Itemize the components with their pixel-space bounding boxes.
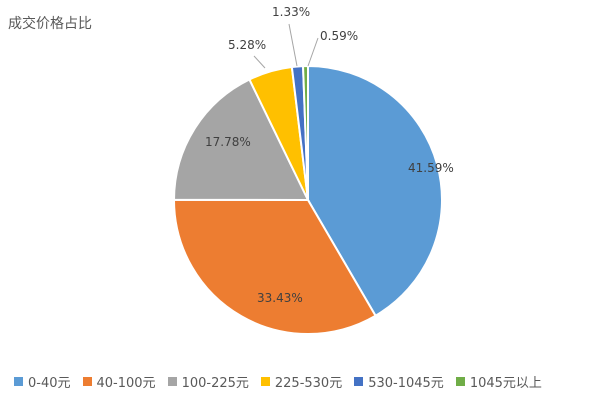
legend-item-5: 530-1045元 bbox=[354, 372, 444, 391]
legend: 0-40元 40-100元 100-225元 225-530元 530-1045元 104… bbox=[14, 372, 589, 391]
legend-item-3: 100-225元 bbox=[167, 372, 249, 391]
data-label-3: 17.78% bbox=[205, 135, 251, 149]
data-label-2: 33.43% bbox=[257, 291, 303, 305]
chart-title: 成交价格占比 bbox=[8, 16, 92, 32]
legend-item-4: 225-530元 bbox=[260, 372, 343, 391]
pie-slice-2 bbox=[172, 198, 377, 335]
pie-slice-1 bbox=[307, 64, 443, 318]
legend-item-1: 0-40元 bbox=[14, 372, 71, 391]
legend-label-5: 530-1045元 bbox=[368, 376, 444, 391]
legend-item-2: 40-100元 bbox=[82, 372, 156, 391]
leader-line-5 bbox=[288, 23, 298, 67]
data-label-1: 41.59% bbox=[408, 161, 454, 175]
legend-swatch-2 bbox=[82, 377, 92, 386]
pie-slice-3 bbox=[172, 78, 310, 202]
legend-item-6: 1045元以上 bbox=[455, 372, 542, 391]
legend-swatch-4 bbox=[260, 377, 270, 386]
legend-swatch-5 bbox=[354, 377, 364, 386]
data-label-4: 5.28% bbox=[228, 38, 266, 52]
leader-line-4 bbox=[253, 55, 266, 69]
legend-label-3: 100-225元 bbox=[181, 376, 249, 391]
legend-swatch-3 bbox=[167, 377, 177, 386]
legend-swatch-6 bbox=[455, 377, 465, 386]
legend-label-2: 40-100元 bbox=[96, 376, 156, 391]
data-label-5: 1.33% bbox=[272, 5, 310, 19]
data-label-6: 0.59% bbox=[320, 29, 358, 43]
legend-swatch-1 bbox=[14, 377, 23, 386]
legend-label-4: 225-530元 bbox=[274, 376, 343, 391]
legend-label-1: 0-40元 bbox=[28, 376, 71, 391]
leader-line-6 bbox=[307, 37, 319, 67]
pie-slice-6 bbox=[301, 64, 309, 201]
legend-label-6: 1045元以上 bbox=[469, 376, 542, 391]
